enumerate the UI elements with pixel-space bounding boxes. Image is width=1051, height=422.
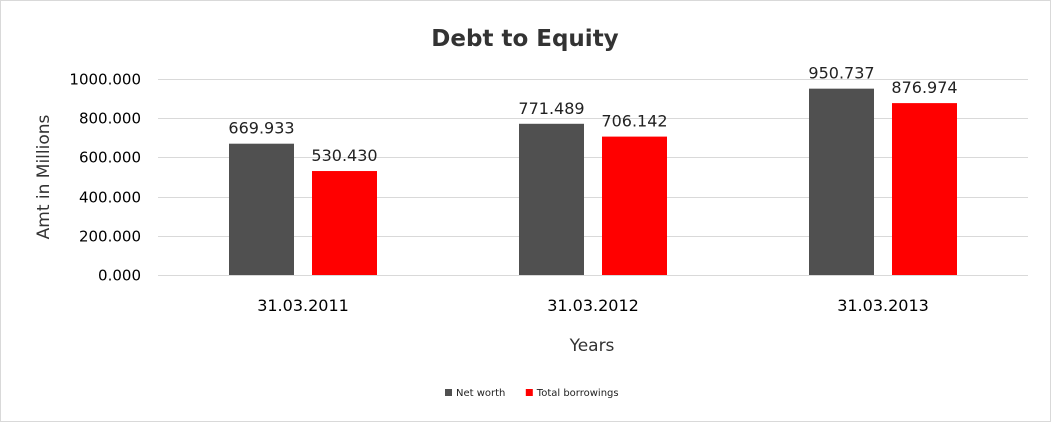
- bar: [602, 136, 667, 275]
- data-label: 876.974: [891, 78, 957, 97]
- bar: [892, 103, 957, 275]
- bar: [312, 171, 377, 275]
- y-tick-label: 200.000: [79, 228, 141, 246]
- data-labels: 669.933 530.430 771.489 706.142 950.737 876.9…: [228, 64, 957, 165]
- data-label: 530.430: [311, 146, 377, 165]
- data-label: 669.933: [228, 119, 294, 138]
- y-axis-ticks: 0.000 200.000 400.000 600.000 800.000 1000.00…: [69, 71, 141, 285]
- legend: Net worth Total borrowings: [445, 388, 619, 399]
- legend-swatch: [445, 389, 452, 396]
- bar: [519, 123, 584, 276]
- y-tick-label: 800.000: [79, 110, 141, 128]
- bars: [229, 88, 957, 276]
- y-axis-title: Amt in Millions: [34, 114, 54, 239]
- bar: [809, 88, 874, 275]
- y-tick-label: 1000.000: [69, 71, 141, 89]
- legend-label: Total borrowings: [536, 388, 619, 399]
- data-label: 771.489: [518, 99, 584, 118]
- x-axis-categories: 31.03.2011 31.03.2012 31.03.2013: [257, 296, 929, 315]
- data-label: 950.737: [808, 64, 874, 83]
- gridlines: [158, 79, 1028, 276]
- legend-swatch: [525, 389, 533, 396]
- bar: [229, 143, 294, 275]
- y-tick-label: 400.000: [79, 189, 141, 207]
- y-tick-label: 0.000: [98, 267, 141, 285]
- x-axis-title: Years: [569, 336, 615, 356]
- x-tick-label: 31.03.2013: [837, 296, 929, 315]
- data-label: 706.142: [601, 112, 667, 131]
- legend-label: Net worth: [456, 388, 505, 399]
- y-tick-label: 600.000: [79, 149, 141, 167]
- x-tick-label: 31.03.2011: [257, 296, 349, 315]
- chart-title: Debt to Equity: [431, 26, 618, 52]
- x-tick-label: 31.03.2012: [547, 296, 639, 315]
